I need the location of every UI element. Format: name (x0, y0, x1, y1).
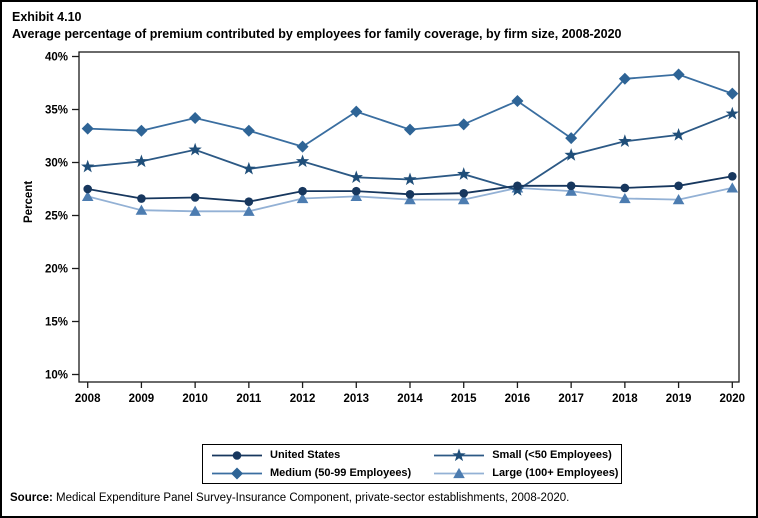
triangle-data-point (404, 194, 416, 205)
triangle-data-point (243, 205, 255, 216)
y-tick-label: 25% (45, 211, 68, 223)
legend-item-small-firms: Small (<50 Employees) (433, 448, 618, 463)
diamond-data-point (457, 118, 470, 131)
x-tick-label: 2013 (343, 393, 369, 405)
triangle-data-point (135, 204, 148, 215)
diamond-data-point (672, 68, 685, 81)
star-data-point (242, 161, 256, 175)
source-note: Source: Medical Expenditure Panel Survey… (10, 492, 569, 504)
diamond-data-point (350, 105, 363, 118)
circle-data-point (137, 194, 146, 203)
triangle-data-point (189, 205, 201, 216)
circle-data-point (513, 181, 522, 191)
circle-data-point (244, 197, 254, 207)
x-tick-label: 2018 (612, 393, 638, 405)
triangle-data-point (81, 190, 94, 202)
y-tick-label: 10% (45, 370, 68, 382)
circle-data-point (298, 186, 307, 196)
triangle-data-point (457, 194, 470, 205)
x-tick-label: 2020 (720, 393, 746, 405)
y-tick-label: 30% (45, 158, 68, 170)
legend-item-large-firms: Large (100+ Employees) (433, 466, 618, 481)
legend-label: Medium (50-99 Employees) (270, 467, 412, 479)
star-data-point (457, 167, 471, 180)
plot-frame (78, 51, 740, 383)
diamond-data-point (565, 132, 578, 145)
star-data-point (134, 154, 149, 168)
triangle-data-point (296, 192, 309, 204)
circle-marker-icon (211, 448, 263, 463)
triangle-data-point (350, 190, 363, 202)
circle-data-point (232, 450, 242, 460)
star-data-point (81, 159, 95, 173)
chart-legend: United States Small (<50 Employees) Medi… (202, 444, 622, 484)
y-tick-label: 15% (45, 317, 68, 329)
chart-title: Average percentage of premium contribute… (12, 26, 622, 41)
star-data-point (618, 134, 632, 147)
diamond-data-point (231, 467, 243, 479)
x-tick-label: 2011 (236, 393, 262, 405)
star-marker-icon (433, 448, 485, 463)
circle-data-point (351, 186, 361, 196)
diamond-data-point (81, 122, 94, 135)
triangle-data-point (619, 192, 631, 204)
x-tick-label: 2019 (666, 393, 692, 405)
title-block: Exhibit 4.10 Average percentage of premi… (12, 9, 622, 43)
circle-data-point (459, 188, 469, 198)
star-data-point (671, 127, 686, 141)
y-tick-label: 35% (45, 105, 68, 117)
x-tick-label: 2014 (397, 393, 423, 405)
x-tick-label: 2012 (290, 393, 316, 405)
diamond-data-point (511, 95, 524, 108)
diamond-data-point (618, 72, 631, 85)
source-text: Medical Expenditure Panel Survey-Insuran… (52, 492, 570, 504)
x-tick-label: 2015 (451, 393, 477, 405)
star-data-point (564, 148, 578, 161)
x-tick-label: 2016 (505, 393, 531, 405)
triangle-data-point (672, 194, 685, 205)
x-tick-label: 2017 (558, 393, 584, 405)
triangle-data-point (726, 182, 739, 193)
series-line-2 (87, 73, 733, 148)
legend-label: Large (100+ Employees) (492, 467, 619, 479)
x-tick-label: 2008 (75, 393, 101, 405)
star-data-point (349, 170, 363, 183)
legend-label: United States (270, 449, 341, 461)
triangle-data-point (565, 185, 577, 196)
circle-data-point (728, 171, 737, 181)
circle-data-point (83, 184, 92, 194)
line-chart-plot-area: 40% 35% 30% 25% 20% 15% 10% 2008 2009 2010 2011 201… (45, 51, 746, 405)
diamond-data-point (296, 140, 309, 153)
star-data-point (403, 172, 417, 186)
diamond-data-point (404, 123, 416, 136)
y-tick-label: 20% (45, 264, 68, 276)
legend-label: Small (<50 Employees) (492, 449, 612, 461)
star-data-point (452, 448, 466, 461)
y-axis-label: Percent (23, 180, 36, 223)
legend-item-medium-firms: Medium (50-99 Employees) (211, 466, 411, 481)
diamond-marker-icon (211, 466, 263, 481)
star-data-point (725, 106, 739, 120)
y-tick-label: 40% (45, 52, 68, 64)
x-tick-label: 2009 (129, 393, 155, 405)
circle-data-point (405, 190, 415, 199)
diamond-data-point (242, 124, 255, 137)
star-data-point (295, 154, 310, 168)
circle-data-point (620, 183, 630, 193)
circle-data-point (674, 181, 683, 191)
circle-data-point (566, 181, 576, 191)
exhibit-number: Exhibit 4.10 (12, 10, 82, 24)
legend-item-united-states: United States (211, 448, 411, 463)
diamond-data-point (189, 111, 202, 124)
diamond-data-point (726, 87, 739, 100)
diamond-data-point (135, 124, 148, 137)
star-data-point (188, 142, 202, 156)
x-tick-label: 2010 (182, 393, 208, 405)
triangle-data-point (453, 467, 466, 478)
circle-data-point (190, 193, 200, 202)
source-label: Source: (10, 492, 53, 504)
triangle-marker-icon (433, 466, 485, 481)
